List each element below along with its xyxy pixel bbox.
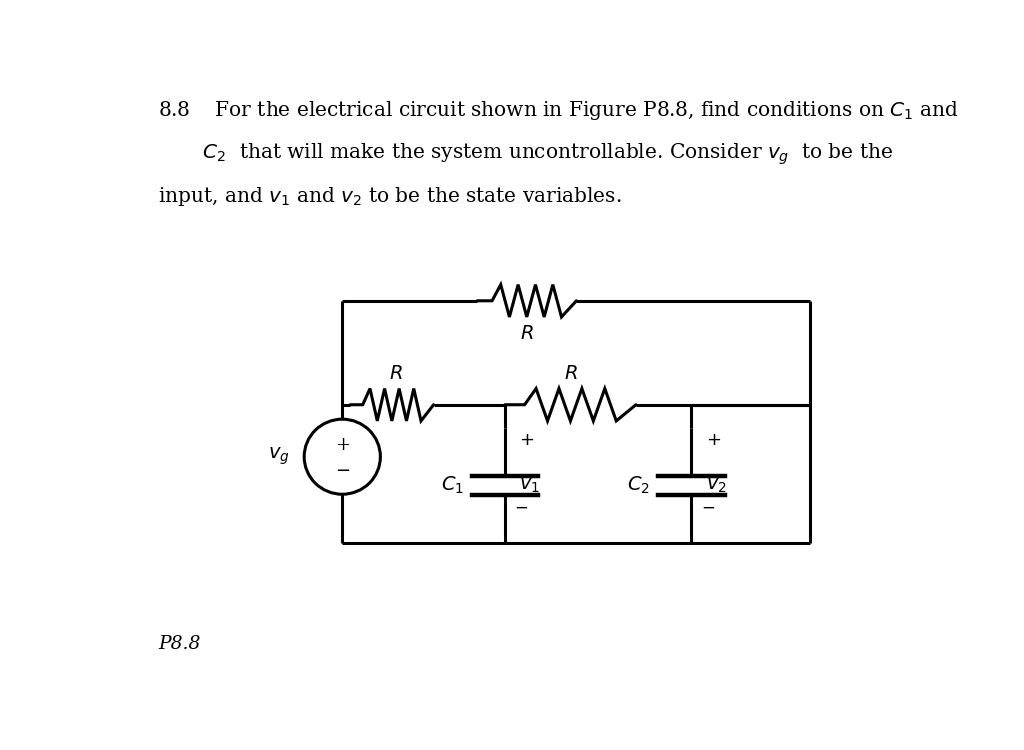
Text: $C_1$: $C_1$ (440, 475, 464, 496)
Text: $v_g$: $v_g$ (268, 446, 290, 467)
Text: $-$: $-$ (701, 497, 715, 515)
Text: +: + (519, 430, 535, 448)
Text: 8.8    For the electrical circuit shown in Figure P8.8, find conditions on $C_1$: 8.8 For the electrical circuit shown in … (158, 99, 959, 122)
Text: $C_2$: $C_2$ (628, 475, 650, 496)
Text: +: + (706, 430, 721, 448)
Text: $R$: $R$ (389, 364, 402, 382)
Text: input, and $v_1$ and $v_2$ to be the state variables.: input, and $v_1$ and $v_2$ to be the sta… (158, 185, 622, 209)
Text: P8.8: P8.8 (158, 635, 201, 653)
Text: $-$: $-$ (514, 497, 528, 515)
Text: $R$: $R$ (520, 325, 534, 343)
Text: $R$: $R$ (563, 364, 578, 382)
Text: $v_1$: $v_1$ (519, 476, 540, 495)
Text: $C_2$  that will make the system uncontrollable. Consider $v_g$  to be the: $C_2$ that will make the system uncontro… (158, 142, 893, 167)
Text: +: + (335, 436, 350, 454)
Text: $v_2$: $v_2$ (706, 476, 727, 495)
Text: $-$: $-$ (335, 460, 350, 478)
